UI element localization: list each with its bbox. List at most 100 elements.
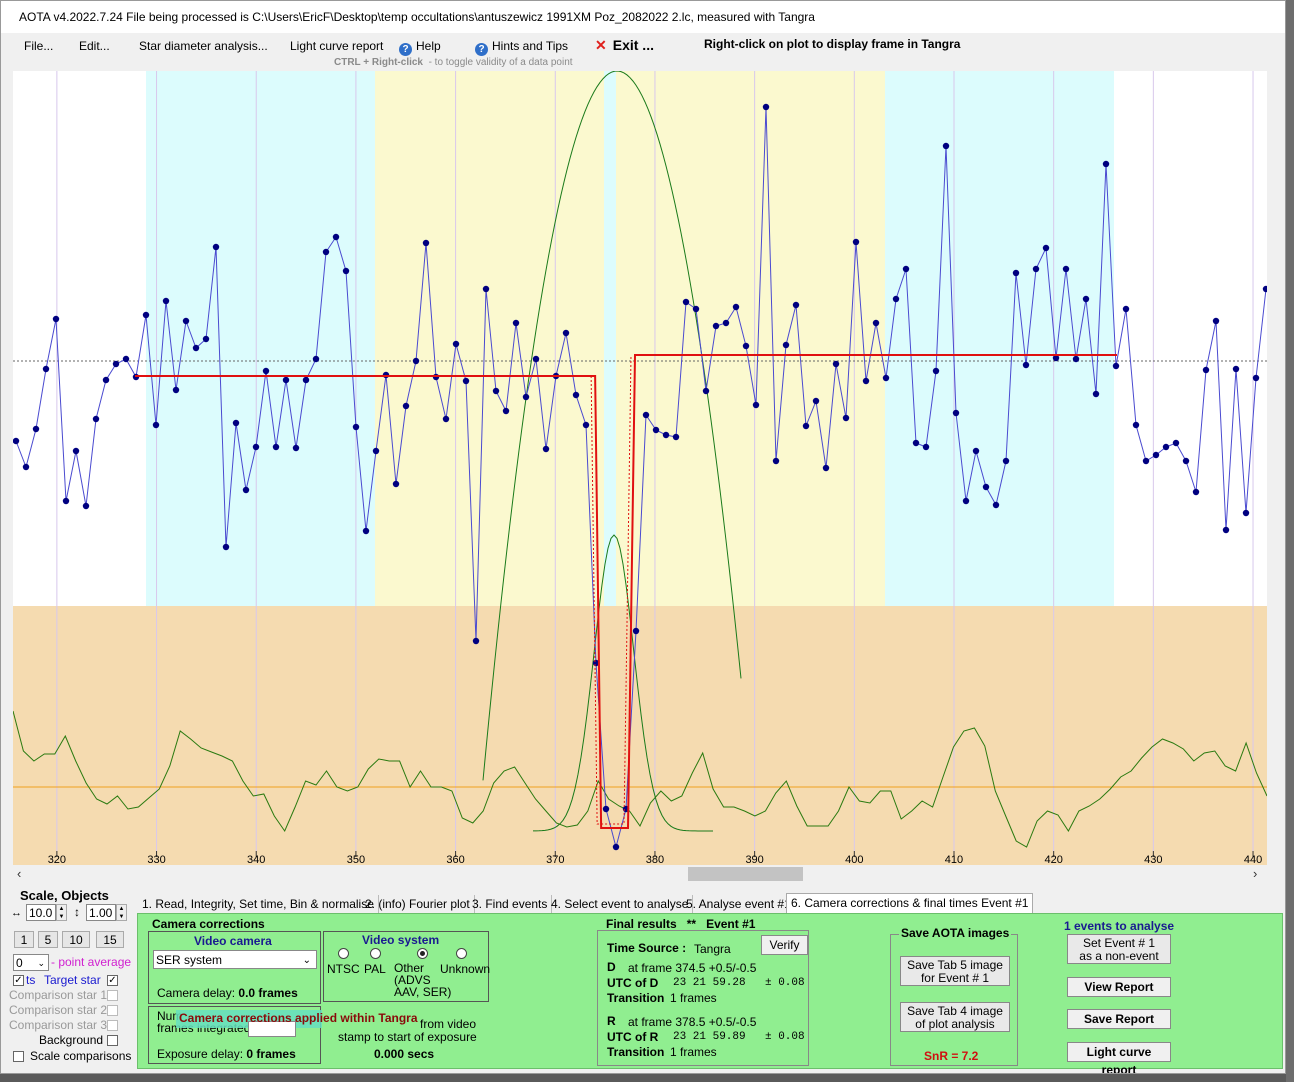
data-point[interactable]: [452, 340, 460, 348]
data-point[interactable]: [922, 443, 930, 451]
data-point[interactable]: [662, 431, 670, 439]
data-point[interactable]: [242, 486, 250, 494]
data-point[interactable]: [122, 355, 130, 363]
scroll-left-icon[interactable]: ‹: [17, 866, 22, 881]
data-point[interactable]: [682, 298, 690, 306]
data-point[interactable]: [172, 386, 180, 394]
save-tab4-image-button[interactable]: Save Tab 4 image of plot analysis: [900, 1002, 1010, 1032]
data-point[interactable]: [13, 437, 20, 445]
data-point[interactable]: [782, 341, 790, 349]
radio-other[interactable]: [417, 948, 428, 959]
x-scale-spin-buttons[interactable]: ▲ ▼: [56, 904, 67, 921]
menu-edit[interactable]: Edit...: [79, 39, 110, 53]
data-point[interactable]: [902, 265, 910, 273]
data-point[interactable]: [912, 439, 920, 447]
data-point[interactable]: [612, 843, 620, 851]
data-point[interactable]: [792, 301, 800, 309]
data-point[interactable]: [972, 447, 980, 455]
data-point[interactable]: [82, 502, 90, 510]
data-point[interactable]: [1012, 269, 1020, 277]
data-point[interactable]: [822, 464, 830, 472]
data-point[interactable]: [352, 423, 360, 431]
data-point[interactable]: [1032, 265, 1040, 273]
data-point[interactable]: [582, 421, 590, 429]
target-star-checkbox[interactable]: ✓: [107, 975, 118, 986]
data-point[interactable]: [472, 637, 480, 645]
data-point[interactable]: [402, 402, 410, 410]
data-point[interactable]: [322, 248, 330, 256]
data-point[interactable]: [1162, 443, 1170, 451]
data-point[interactable]: [482, 285, 490, 293]
data-point[interactable]: [112, 360, 120, 368]
radio-unknown[interactable]: [456, 948, 467, 959]
data-point[interactable]: [832, 360, 840, 368]
menu-help[interactable]: ? Help: [399, 39, 441, 56]
data-point[interactable]: [1112, 362, 1120, 370]
scale-comparisons-checkbox[interactable]: [13, 1051, 24, 1062]
data-point[interactable]: [362, 527, 370, 535]
menu-file[interactable]: File...: [24, 39, 54, 53]
data-point[interactable]: [1182, 457, 1190, 465]
data-point[interactable]: [1082, 295, 1090, 303]
data-point[interactable]: [1142, 457, 1150, 465]
data-point[interactable]: [1212, 317, 1220, 325]
data-point[interactable]: [1172, 439, 1180, 447]
menu-light-curve-report[interactable]: Light curve report: [290, 39, 384, 53]
data-point[interactable]: [72, 447, 80, 455]
data-point[interactable]: [892, 295, 900, 303]
set-non-event-button[interactable]: Set Event # 1 as a non-event: [1067, 934, 1171, 964]
data-point[interactable]: [162, 297, 170, 305]
data-point[interactable]: [1202, 366, 1210, 374]
tab-analyse-event[interactable]: 5. Analyse event #1: [682, 895, 796, 913]
data-point[interactable]: [412, 357, 420, 365]
data-point[interactable]: [222, 543, 230, 551]
data-point[interactable]: [932, 367, 940, 375]
data-point[interactable]: [232, 419, 240, 427]
background-checkbox[interactable]: [107, 1035, 118, 1046]
data-point[interactable]: [852, 238, 860, 246]
data-point[interactable]: [1132, 421, 1140, 429]
menu-star-diameter[interactable]: Star diameter analysis...: [139, 39, 268, 53]
data-point[interactable]: [982, 483, 990, 491]
data-point[interactable]: [672, 433, 680, 441]
data-point[interactable]: [692, 305, 700, 313]
comparison-star-1-checkbox[interactable]: [107, 990, 118, 1001]
plot-horizontal-scrollbar[interactable]: ‹ ›: [13, 865, 1267, 883]
data-point[interactable]: [962, 497, 970, 505]
data-point[interactable]: [512, 319, 520, 327]
target-star-checkbox-left[interactable]: ✓: [13, 975, 24, 986]
data-point[interactable]: [592, 659, 600, 667]
light-curve-report-button[interactable]: Light curve report: [1067, 1042, 1171, 1073]
data-point[interactable]: [742, 342, 750, 350]
data-point[interactable]: [392, 480, 400, 488]
data-point[interactable]: [282, 376, 290, 384]
data-point[interactable]: [1232, 365, 1240, 373]
data-point[interactable]: [992, 501, 1000, 509]
comparison-star-3-checkbox[interactable]: [107, 1020, 118, 1031]
data-point[interactable]: [952, 409, 960, 417]
comparison-star-2-checkbox[interactable]: [107, 1005, 118, 1016]
data-point[interactable]: [712, 322, 720, 330]
verify-button[interactable]: Verify: [761, 935, 808, 955]
data-point[interactable]: [632, 627, 640, 635]
save-tab5-image-button[interactable]: Save Tab 5 image for Event # 1: [900, 956, 1010, 986]
data-point[interactable]: [1192, 488, 1200, 496]
view-report-button[interactable]: View Report: [1067, 977, 1171, 997]
menu-hints[interactable]: ? Hints and Tips: [475, 39, 568, 56]
scale-button-5[interactable]: 5: [38, 931, 58, 948]
data-point[interactable]: [202, 335, 210, 343]
data-point[interactable]: [1022, 361, 1030, 369]
scale-button-15[interactable]: 15: [96, 931, 124, 948]
tab-read-integrity[interactable]: 1. Read, Integrity, Set time, Bin & norm…: [138, 895, 379, 913]
data-point[interactable]: [92, 415, 100, 423]
data-point[interactable]: [762, 103, 770, 111]
data-point[interactable]: [1122, 305, 1130, 313]
data-point[interactable]: [52, 315, 60, 323]
data-point[interactable]: [102, 376, 110, 384]
y-scale-spin-buttons[interactable]: ▲ ▼: [116, 904, 127, 921]
data-point[interactable]: [1072, 355, 1080, 363]
data-point[interactable]: [312, 355, 320, 363]
data-point[interactable]: [262, 367, 270, 375]
data-point[interactable]: [862, 377, 870, 385]
data-point[interactable]: [342, 267, 350, 275]
